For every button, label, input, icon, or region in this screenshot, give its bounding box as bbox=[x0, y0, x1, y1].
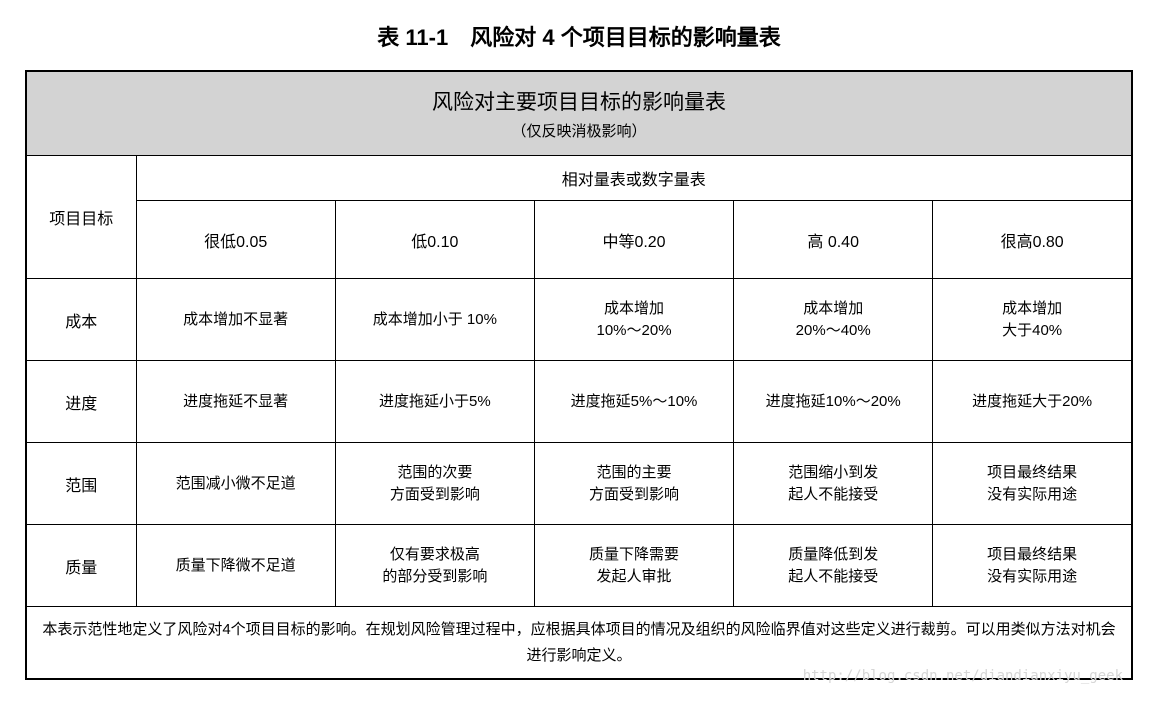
table-cell: 质量降低到发起人不能接受 bbox=[734, 525, 933, 607]
table-row: 范围 范围减小微不足道 范围的次要方面受到影响 范围的主要方面受到影响 范围缩小… bbox=[26, 443, 1132, 525]
row-label-schedule: 进度 bbox=[26, 361, 136, 443]
header-title: 风险对主要项目目标的影响量表 bbox=[35, 86, 1123, 116]
table-cell: 范围的次要方面受到影响 bbox=[335, 443, 534, 525]
column-label: 很低0.05 bbox=[136, 201, 335, 279]
table-cell: 质量下降需要发起人审批 bbox=[534, 525, 733, 607]
page-title: 表 11-1 风险对 4 个项目目标的影响量表 bbox=[25, 20, 1133, 52]
table-cell: 成本增加小于 10% bbox=[335, 279, 534, 361]
table-cell: 成本增加不显著 bbox=[136, 279, 335, 361]
table-row: 质量 质量下降微不足道 仅有要求极高的部分受到影响 质量下降需要发起人审批 质量… bbox=[26, 525, 1132, 607]
table-cell: 进度拖延10%～20% bbox=[734, 361, 933, 443]
table-cell: 范围减小微不足道 bbox=[136, 443, 335, 525]
column-labels-row: 很低0.05 低0.10 中等0.20 高 0.40 很高0.80 bbox=[26, 201, 1132, 279]
table-cell: 质量下降微不足道 bbox=[136, 525, 335, 607]
header-subtitle: （仅反映消极影响） bbox=[35, 120, 1123, 141]
table-cell: 进度拖延5%～10% bbox=[534, 361, 733, 443]
table-header-cell: 风险对主要项目目标的影响量表 （仅反映消极影响） bbox=[26, 71, 1132, 156]
column-label: 高 0.40 bbox=[734, 201, 933, 279]
table-header-row: 风险对主要项目目标的影响量表 （仅反映消极影响） bbox=[26, 71, 1132, 156]
table-cell: 范围的主要方面受到影响 bbox=[534, 443, 733, 525]
table-cell: 范围缩小到发起人不能接受 bbox=[734, 443, 933, 525]
table-cell: 成本增加大于40% bbox=[933, 279, 1132, 361]
table-row: 进度 进度拖延不显著 进度拖延小于5% 进度拖延5%～10% 进度拖延10%～2… bbox=[26, 361, 1132, 443]
table-cell: 仅有要求极高的部分受到影响 bbox=[335, 525, 534, 607]
table-cell: 成本增加20%～40% bbox=[734, 279, 933, 361]
table-cell: 进度拖延大于20% bbox=[933, 361, 1132, 443]
column-label: 很高0.80 bbox=[933, 201, 1132, 279]
row-label-cost: 成本 bbox=[26, 279, 136, 361]
risk-impact-table: 风险对主要项目目标的影响量表 （仅反映消极影响） 项目目标 相对量表或数字量表 … bbox=[25, 70, 1133, 680]
row-header-label: 项目目标 bbox=[26, 156, 136, 279]
table-cell: 项目最终结果没有实际用途 bbox=[933, 443, 1132, 525]
table-cell: 进度拖延小于5% bbox=[335, 361, 534, 443]
row-label-quality: 质量 bbox=[26, 525, 136, 607]
column-group-label: 相对量表或数字量表 bbox=[136, 156, 1132, 201]
table-cell: 成本增加10%～20% bbox=[534, 279, 733, 361]
table-cell: 进度拖延不显著 bbox=[136, 361, 335, 443]
column-label: 低0.10 bbox=[335, 201, 534, 279]
column-label: 中等0.20 bbox=[534, 201, 733, 279]
row-label-scope: 范围 bbox=[26, 443, 136, 525]
watermark-text: http://blog.csdn.net/diandianxiyu_geek bbox=[803, 668, 1123, 684]
column-group-row: 项目目标 相对量表或数字量表 bbox=[26, 156, 1132, 201]
table-cell: 项目最终结果没有实际用途 bbox=[933, 525, 1132, 607]
table-row: 成本 成本增加不显著 成本增加小于 10% 成本增加10%～20% 成本增加20… bbox=[26, 279, 1132, 361]
